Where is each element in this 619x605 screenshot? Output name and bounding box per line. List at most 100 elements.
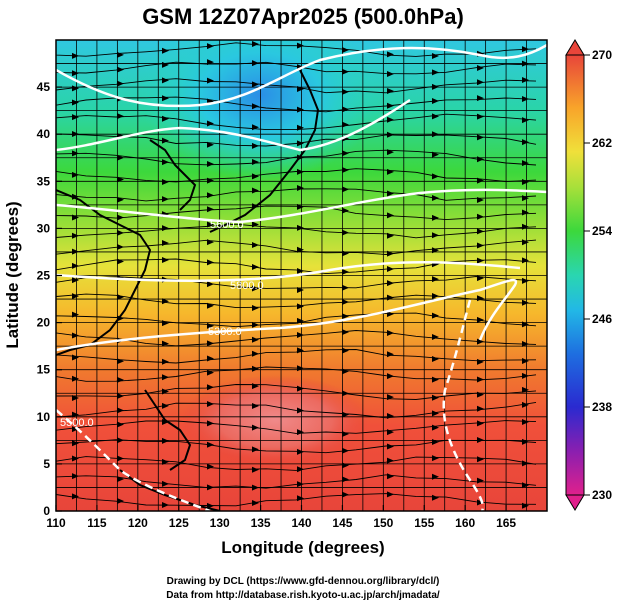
flow-arrow — [432, 232, 439, 239]
flow-arrow — [207, 281, 214, 288]
flow-arrow — [432, 410, 439, 417]
flow-arrow — [72, 332, 79, 339]
colorbar-label: 262 — [592, 136, 612, 150]
flow-arrow — [387, 131, 394, 138]
flow-arrow — [207, 141, 214, 148]
flow-arrow — [432, 69, 439, 76]
flow-arrow — [432, 312, 439, 319]
flow-arrow — [117, 358, 124, 365]
flow-arrow — [477, 405, 484, 412]
flow-arrow — [522, 96, 529, 103]
flow-arrow — [72, 293, 79, 300]
flow-arrow — [522, 340, 529, 347]
contour-5600 — [56, 188, 547, 224]
flow-arrow — [297, 224, 304, 231]
flow-arrow — [387, 429, 394, 436]
flow-arrow — [342, 207, 349, 214]
flow-arrow — [72, 99, 79, 106]
y-tick-label: 15 — [37, 363, 51, 377]
flow-arrow — [252, 446, 259, 453]
x-tick-label: 130 — [210, 516, 230, 530]
flow-arrow — [477, 196, 484, 203]
flow-arrow — [252, 321, 259, 328]
flow-arrow — [162, 320, 169, 327]
flow-arrow — [477, 338, 484, 345]
flow-arrow — [162, 159, 169, 166]
contour-5400 — [56, 43, 547, 108]
flow-arrow — [387, 491, 394, 498]
y-tick-label: 30 — [37, 221, 51, 235]
flow-arrow — [117, 229, 124, 236]
flow-arrow — [297, 495, 304, 502]
flow-arrow — [387, 457, 394, 464]
flow-arrow — [297, 303, 304, 310]
flow-arrow — [342, 447, 349, 454]
flow-arrow — [297, 267, 304, 274]
flow-arrow — [297, 86, 304, 93]
flow-arrow — [162, 437, 169, 444]
flow-arrow — [477, 316, 484, 323]
flow-arrow — [297, 385, 304, 392]
flow-arrow — [252, 124, 259, 131]
flow-arrow — [207, 77, 214, 84]
coastline-korea — [149, 139, 197, 211]
flow-arrow — [297, 106, 304, 113]
flow-arrow — [522, 209, 529, 216]
flow-arrow — [342, 329, 349, 336]
flow-arrow — [252, 336, 259, 343]
x-tick-label: 165 — [496, 516, 516, 530]
flow-arrow — [387, 443, 394, 450]
flow-arrow — [342, 47, 349, 54]
flow-arrow — [117, 421, 124, 428]
contour-labels: 5300.0 5600.0 5800.0 5500.0 — [60, 219, 264, 429]
flow-arrow — [252, 187, 259, 194]
flow-arrow — [342, 347, 349, 354]
flow-arrow — [117, 392, 124, 399]
flow-arrow — [162, 115, 169, 122]
flow-arrow — [522, 372, 529, 379]
flow-arrow — [72, 70, 79, 77]
flow-arrow — [297, 42, 304, 49]
flow-arrow — [72, 232, 79, 239]
flow-arrow — [387, 212, 394, 219]
x-tick-label: 120 — [128, 516, 148, 530]
flow-arrow — [477, 257, 484, 264]
y-tick-label: 35 — [37, 174, 51, 188]
flow-arrow — [72, 52, 79, 59]
y-axis-label: Latitude (degrees) — [3, 201, 22, 348]
flow-arrow — [117, 258, 124, 265]
flow-arrow — [252, 304, 259, 311]
flow-arrow — [387, 190, 394, 197]
flow-arrow — [72, 311, 79, 318]
flow-arrow — [477, 499, 484, 506]
flow-arrow — [207, 192, 214, 199]
flow-arrow — [432, 293, 439, 300]
colorbar: 270 262 254 246 238 230 — [565, 39, 612, 511]
flow-arrow — [252, 159, 259, 166]
colorbar-labels: 270 262 254 246 238 230 — [584, 48, 612, 502]
flow-arrow — [522, 460, 529, 467]
flow-arrow — [342, 298, 349, 305]
flow-arrow — [477, 95, 484, 102]
flow-arrow — [432, 98, 439, 105]
flow-arrow — [72, 394, 79, 401]
flow-arrow — [387, 394, 394, 401]
flow-arrow — [162, 239, 169, 246]
flow-arrow — [297, 481, 304, 488]
flow-arrow — [432, 173, 439, 180]
credit-drawing: Drawing by DCL (https://www.gfd-dennou.o… — [167, 576, 440, 587]
flow-arrow — [207, 322, 214, 329]
flow-arrow — [162, 340, 169, 347]
contour-label: 5800.0 — [230, 280, 264, 292]
flow-arrow — [207, 355, 214, 362]
flow-arrow — [432, 394, 439, 401]
contour-5500 — [56, 98, 411, 152]
y-tick-label: 20 — [37, 316, 51, 330]
colorbar-label: 238 — [592, 400, 612, 414]
flow-arrow — [342, 121, 349, 128]
flow-arrow — [297, 124, 304, 131]
flow-arrow — [522, 195, 529, 202]
flow-arrow — [207, 384, 214, 391]
flow-arrow — [432, 355, 439, 362]
